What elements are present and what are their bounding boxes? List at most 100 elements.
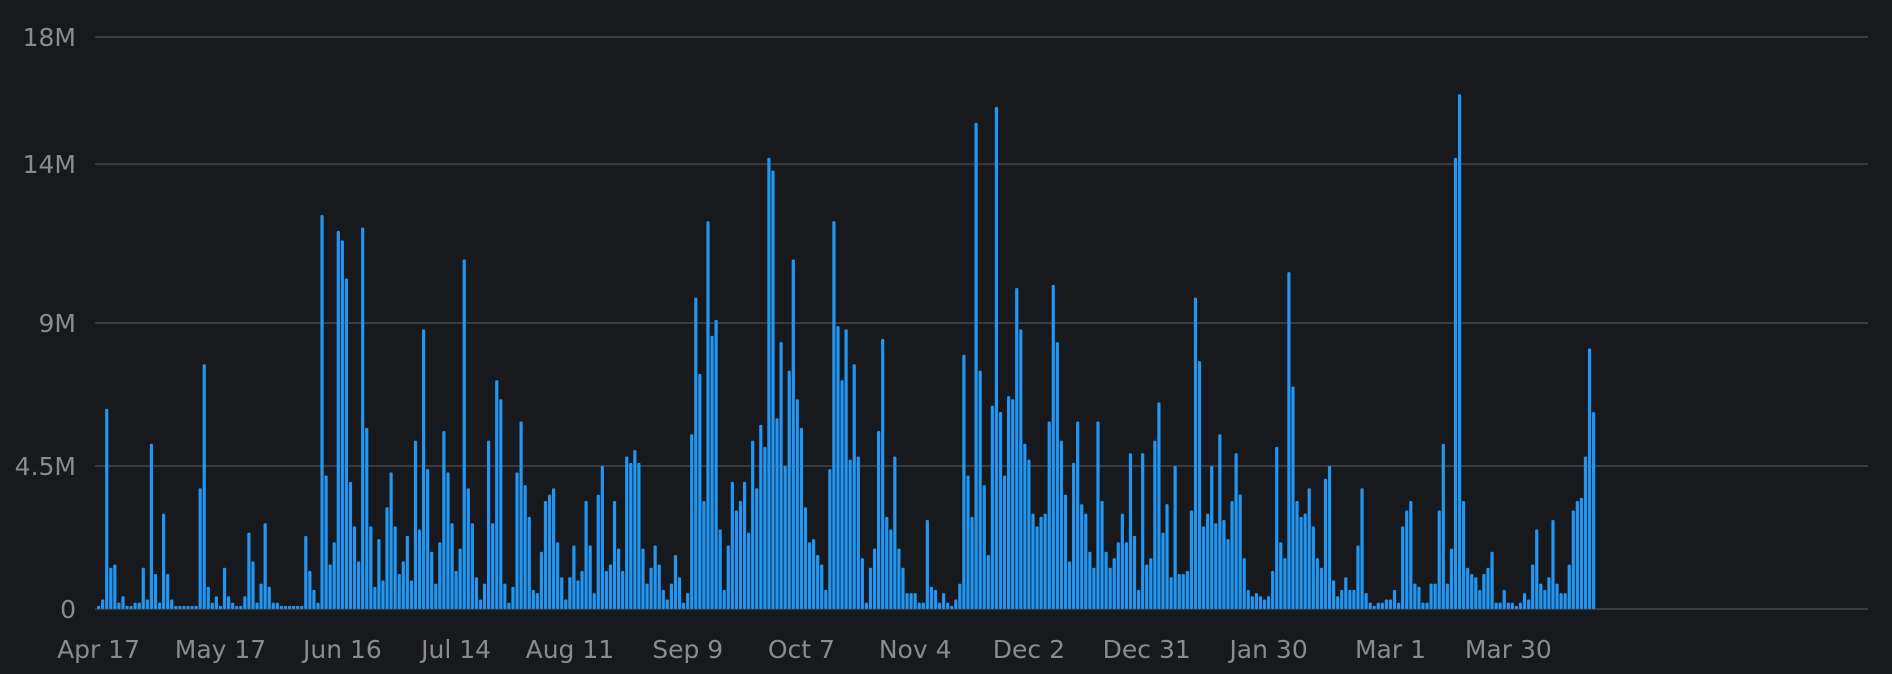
bar [1088,551,1092,609]
bar [556,542,560,609]
bar [612,500,617,609]
bar [1433,583,1437,609]
bar [1128,453,1133,609]
bar [312,589,316,609]
bar [101,599,105,609]
bar [954,599,958,609]
bar [1137,589,1141,609]
bar [1027,459,1031,609]
bar [986,554,990,609]
bar [1100,500,1104,609]
bar [511,586,515,609]
bar [304,535,308,609]
bar [661,589,665,609]
bar [946,602,950,609]
bar [259,583,263,609]
bar [698,373,702,609]
bar [1551,520,1555,609]
bar [1246,589,1250,609]
bar [239,605,243,609]
bar [117,602,121,609]
bar [373,586,377,609]
bar [1531,564,1535,609]
bar [446,472,450,609]
bar [1388,599,1393,609]
bar [767,157,771,609]
bar [1165,504,1169,609]
bar [523,485,527,609]
bar [978,370,982,609]
bar [917,602,921,609]
bar [1478,589,1482,609]
bar [982,485,986,609]
bar [1425,602,1429,609]
bar [231,602,235,609]
bar [1063,494,1068,609]
bar [1250,596,1254,609]
bar [734,510,739,609]
bar [1055,342,1059,609]
bar [1332,580,1336,609]
x-tick-label: Sep 9 [652,635,723,664]
bar [1392,589,1397,609]
x-tick-label: Mar 1 [1355,635,1426,664]
bar [1453,157,1458,609]
bar [182,605,186,609]
bar [149,443,154,609]
y-tick-label: 4.5M [15,452,76,481]
bar [1291,386,1295,609]
bar [1116,542,1120,609]
bar [434,583,438,609]
y-tick-label: 0 [60,595,76,624]
bar [690,434,694,609]
bar [491,523,495,609]
bar [966,475,970,609]
bar [1457,94,1462,609]
x-tick-label: Jul 14 [419,635,491,664]
bar [799,427,804,609]
bar [214,596,219,609]
bar [552,488,556,609]
bar [162,513,166,609]
bar [1173,466,1177,609]
bar [174,605,178,609]
bar [348,481,353,609]
bar [584,500,588,609]
gridlines [95,36,1868,610]
bar [442,431,446,609]
bar [604,570,609,609]
bar [141,567,145,609]
bar [1539,583,1543,609]
bar [320,214,324,609]
bar [925,520,929,609]
bar [97,605,101,609]
bar [344,278,349,609]
bar [600,466,604,609]
x-tick-label: Aug 11 [526,635,615,664]
bar [576,580,580,609]
bar [1084,513,1088,609]
bar [629,462,633,609]
bar [450,523,454,609]
bar [247,532,251,609]
bar [255,602,259,609]
bar [1380,602,1384,609]
bar [267,586,271,609]
bar [1372,605,1376,609]
bar [495,380,499,609]
bar [763,446,767,609]
bar [287,605,292,609]
bar [974,122,978,610]
bar [482,583,487,609]
bar [324,475,328,609]
bar [393,526,397,609]
bar [194,605,198,609]
bar [1498,602,1502,609]
bar [153,574,158,609]
bar [694,297,698,609]
bar [840,380,844,609]
bar [625,456,629,609]
bar [1023,443,1027,609]
bar [413,440,418,609]
bar [1522,593,1527,609]
